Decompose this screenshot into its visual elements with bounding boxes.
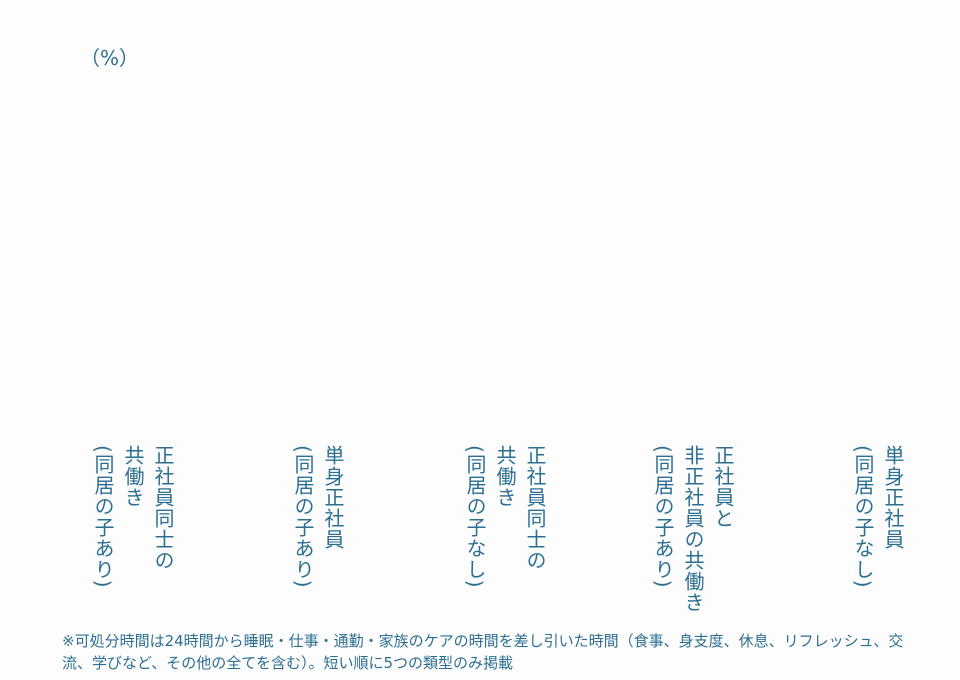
category-label: 正社員同士の 共働き (同居の子なし) <box>463 445 547 589</box>
category-label: 単身正社員 (同居の子なし) <box>851 445 905 589</box>
y-axis-unit-label: （%） <box>80 46 140 70</box>
category-label: 単身正社員 (同居の子あり) <box>291 445 345 589</box>
category-label: 正社員同士の 共働き (同居の子あり) <box>91 445 175 589</box>
plot-area <box>60 80 940 435</box>
footnote: ※可処分時間は24時間から睡眠・仕事・通勤・家族のケアの時間を差し引いた時間（食… <box>62 632 904 672</box>
category-label: 正社員と 非正社員の共働き (同居の子あり) <box>651 445 735 613</box>
